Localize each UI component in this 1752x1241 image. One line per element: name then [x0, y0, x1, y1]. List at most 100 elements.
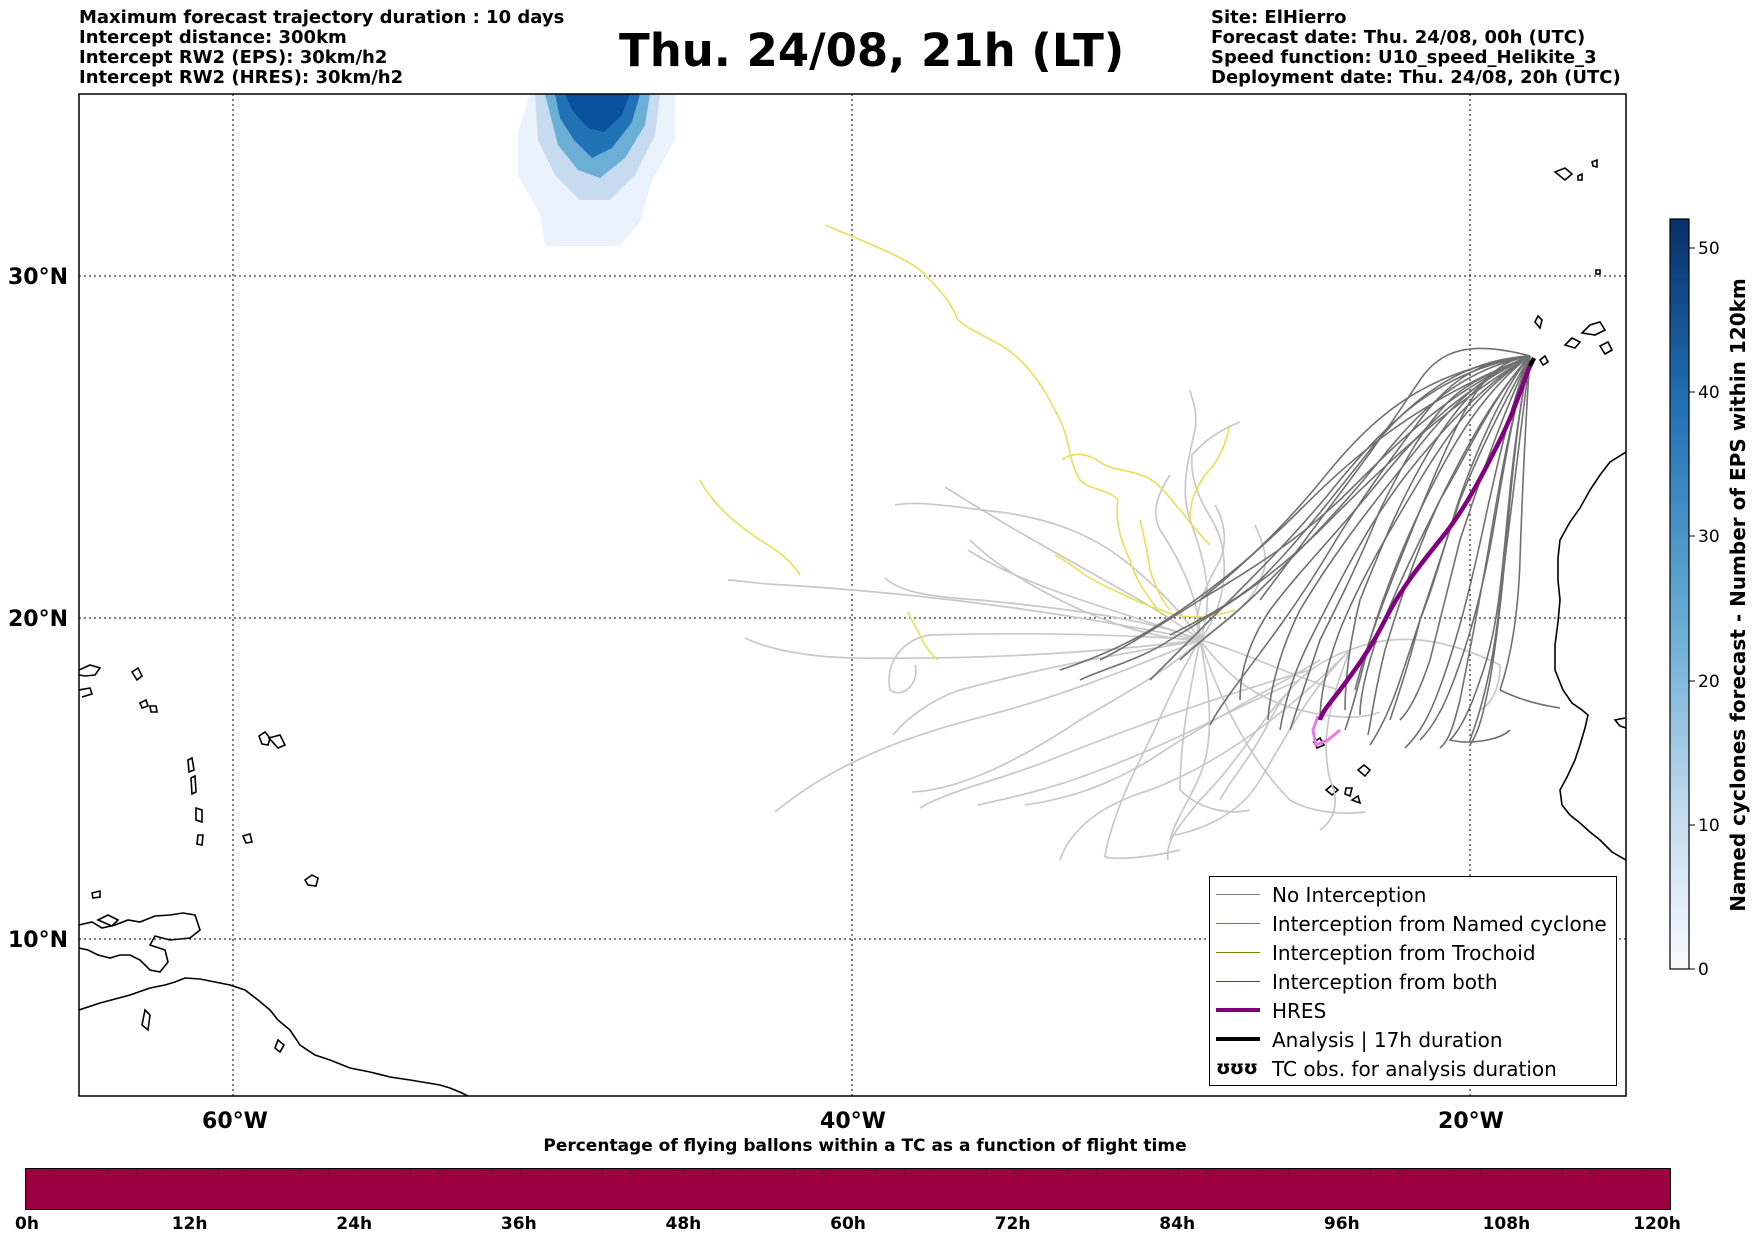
time-bar-separator — [1178, 1169, 1180, 1173]
legend-swatch — [1216, 923, 1260, 924]
legend-item-tc-obs: ʊʊʊ TC obs. for analysis duration — [1210, 1055, 1616, 1084]
time-tick-label: 60h — [830, 1214, 866, 1234]
time-tick-label: 48h — [665, 1214, 702, 1234]
colorbar-tick-30: 30 — [1698, 527, 1720, 547]
time-bar-separator — [300, 1169, 302, 1173]
legend-label: Interception from Trochoid — [1272, 941, 1536, 965]
time-bar-separator — [1425, 1169, 1427, 1173]
hres-trajectory — [1317, 365, 1533, 721]
time-bar-separator — [163, 1169, 165, 1173]
time-bar-separator — [1479, 1169, 1481, 1173]
time-bar-separator — [218, 1169, 220, 1173]
time-bar-separator — [1452, 1169, 1454, 1173]
legend-label: Analysis | 17h duration — [1272, 1028, 1503, 1052]
time-bar-separator — [547, 1169, 549, 1173]
header-line-intercept-distance: Intercept distance: 300km — [79, 27, 347, 48]
time-bar-separator — [1095, 1169, 1097, 1173]
colorbar-tick-50: 50 — [1698, 239, 1720, 259]
colorbar-tick-40: 40 — [1698, 383, 1720, 403]
lon-label-40w: 40°W — [820, 1109, 886, 1134]
header-line-trajectory: Maximum forecast trajectory duration : 1… — [79, 7, 565, 28]
legend-swatch — [1216, 981, 1260, 982]
colorbar-tick-10: 10 — [1698, 816, 1720, 836]
time-bar-separator — [958, 1169, 960, 1173]
eps-trajectories-light — [727, 389, 1501, 861]
time-bar-separator — [1644, 1169, 1646, 1173]
time-bar-separator — [711, 1169, 713, 1173]
time-bar-separator — [1342, 1169, 1344, 1173]
coastlines — [79, 158, 1626, 1096]
map-area — [79, 94, 1626, 1096]
time-bar-separator — [986, 1169, 988, 1173]
header-line-site: Site: ElHierro — [1211, 7, 1347, 28]
header-line-rw2-hres: Intercept RW2 (HRES): 30km/h2 — [79, 67, 404, 88]
colorbar-label: Named cyclones forecast - Number of EPS … — [1726, 278, 1750, 912]
legend-swatch — [1216, 1037, 1260, 1041]
legend-label: Interception from both — [1272, 970, 1498, 994]
time-bar-separator — [135, 1169, 137, 1173]
time-bar-separator — [1233, 1169, 1235, 1173]
time-bar-separator — [876, 1169, 878, 1173]
header-line-forecast-date: Forecast date: Thu. 24/08, 00h (UTC) — [1211, 27, 1586, 48]
time-tick-label: 0h — [15, 1214, 39, 1234]
time-tick-label: 108h — [1482, 1214, 1531, 1234]
legend-item-hres: HRES — [1210, 997, 1616, 1026]
named-cyclone-tracks — [699, 224, 1236, 661]
time-bar-separator — [492, 1169, 494, 1173]
time-bar-separator — [108, 1169, 110, 1173]
lat-label-30n: 30°N — [8, 265, 68, 290]
time-bar-separator — [355, 1169, 357, 1173]
time-bar-separator — [739, 1169, 741, 1173]
time-bar-separator — [1068, 1169, 1070, 1173]
time-bar-separator — [53, 1169, 55, 1173]
time-bar-separator — [656, 1169, 658, 1173]
time-bar-separator — [766, 1169, 768, 1173]
time-bar-separator — [245, 1169, 247, 1173]
time-bar-separator — [464, 1169, 466, 1173]
time-bar-separator — [1370, 1169, 1372, 1173]
time-bar-separator — [1507, 1169, 1509, 1173]
legend-swatch — [1216, 1008, 1260, 1012]
time-bar-separator — [1205, 1169, 1207, 1173]
legend-item-analysis: Analysis | 17h duration — [1210, 1026, 1616, 1055]
time-bar-separator — [80, 1169, 82, 1173]
header-line-deployment-date: Deployment date: Thu. 24/08, 20h (UTC) — [1211, 67, 1621, 88]
legend-label: Interception from Named cyclone — [1272, 912, 1607, 936]
time-bar-separator — [382, 1169, 384, 1173]
time-bar-separator — [1562, 1169, 1564, 1173]
time-bar-separator — [1315, 1169, 1317, 1173]
time-bar-separator — [327, 1169, 329, 1173]
no-interception-trajectories — [1059, 347, 1561, 749]
tc-obs-icon: ʊʊʊ — [1216, 1057, 1258, 1079]
tc-percentage-bar — [25, 1168, 1671, 1210]
lat-label-20n: 20°N — [8, 607, 68, 632]
colorbar-tick-0: 0 — [1698, 960, 1709, 980]
time-tick-label: 72h — [994, 1214, 1031, 1234]
time-bar-separator — [1260, 1169, 1262, 1173]
map-frame — [78, 93, 1627, 1097]
time-bar-separator — [1123, 1169, 1125, 1173]
bottom-chart-title: Percentage of flying ballons within a TC… — [543, 1136, 1187, 1156]
time-bar-separator — [1617, 1169, 1619, 1173]
time-tick-label: 36h — [500, 1214, 537, 1234]
time-bar-separator — [519, 1169, 521, 1173]
time-bar-separator — [1397, 1169, 1399, 1173]
time-tick-label: 96h — [1323, 1214, 1360, 1234]
lon-label-20w: 20°W — [1438, 1109, 1504, 1134]
time-bar-separator — [272, 1169, 274, 1173]
legend-item-no-interception: No Interception — [1210, 881, 1616, 910]
colorbar-tick-20: 20 — [1698, 672, 1720, 692]
time-bar-separator — [684, 1169, 686, 1173]
time-bar-separator — [190, 1169, 192, 1173]
legend-item-named-cyclone: Interception from Named cyclone — [1210, 910, 1616, 939]
hres-pink-segment — [1311, 715, 1341, 748]
time-bar-separator — [1150, 1169, 1152, 1173]
time-bar-separator — [903, 1169, 905, 1173]
time-bar-separator — [821, 1169, 823, 1173]
legend-item-trochoid: Interception from Trochoid — [1210, 939, 1616, 968]
time-bar-separator — [629, 1169, 631, 1173]
time-tick-label: 24h — [336, 1214, 373, 1234]
time-bar-separator — [437, 1169, 439, 1173]
time-bar-separator — [931, 1169, 933, 1173]
